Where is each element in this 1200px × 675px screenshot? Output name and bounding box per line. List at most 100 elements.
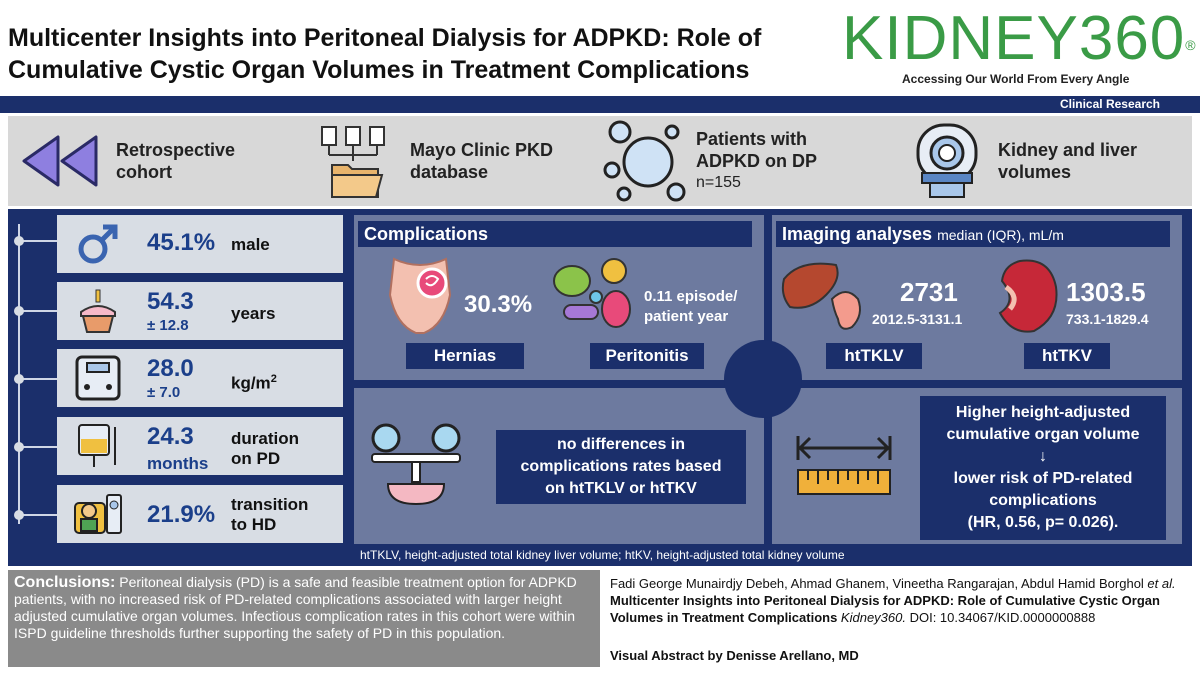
bacteria-icon — [553, 258, 631, 328]
timeline-dot — [14, 442, 24, 452]
citation-authors: Fadi George Munairdjy Debeh, Ahmad Ghane… — [610, 576, 1148, 591]
stat-card-age: 54.3 ± 12.8 years — [57, 282, 343, 340]
connector — [20, 240, 65, 242]
imaging-panel: Imaging analyses median (IQR), mL/m 2731… — [772, 215, 1182, 380]
title-line-2: Cumulative Cystic Organ Volumes in Treat… — [8, 56, 750, 84]
abdomen-hernia-icon — [388, 257, 452, 334]
male-symbol-icon — [78, 224, 118, 264]
scale-icon — [75, 355, 121, 401]
stat-value: 54.3 — [147, 288, 194, 315]
conclusions-box: Conclusions: Peritoneal dialysis (PD) is… — [8, 570, 600, 667]
htkv-label: htTKV — [1024, 343, 1110, 369]
imaging-heading: Imaging analyses — [782, 224, 933, 244]
conclusions-label: Conclusions: — [14, 574, 116, 591]
stat-value: 24.3 — [147, 423, 194, 450]
journal-tagline: Accessing Our World From Every Angle — [902, 72, 1130, 86]
balance-scale-icon — [371, 423, 461, 506]
band-label: database — [410, 162, 489, 182]
stat-label: years — [231, 304, 276, 323]
ruler-icon — [796, 436, 892, 495]
htkv-iqr: 733.1-1829.4 — [1066, 311, 1149, 327]
stat-unit: kg/m — [231, 373, 271, 393]
bubbles-icon — [603, 120, 686, 202]
imaging-units: median (IQR), mL/m — [937, 227, 1064, 243]
citation-etal: et al. — [1147, 576, 1176, 591]
band-item-patients: Patients with ADPKD on DP n=155 — [602, 116, 817, 206]
band-label: Mayo Clinic PKD — [410, 140, 554, 160]
panel-heading: Imaging analyses median (IQR), mL/m — [776, 221, 1170, 247]
band-label: cohort — [116, 162, 172, 182]
timeline-dot — [14, 374, 24, 384]
statement-line: cumulative organ volume — [946, 426, 1140, 443]
timeline-dot — [14, 510, 24, 520]
band-label: ADPKD on DP — [696, 151, 817, 171]
stat-label: transition — [231, 495, 309, 514]
mri-scanner-icon — [916, 123, 978, 198]
connector — [20, 446, 65, 448]
htkv-median: 1303.5 — [1066, 277, 1146, 307]
hernia-rate: 30.3% — [464, 291, 533, 318]
registered-mark: ® — [1185, 37, 1197, 53]
stat-label: duration — [231, 429, 299, 448]
dialysis-bag-icon — [78, 424, 116, 467]
statement-line: on htTKLV or htTKV — [545, 480, 697, 497]
panel-heading: Complications — [358, 221, 752, 247]
no-difference-panel: no differences in complications rates ba… — [354, 388, 764, 544]
connector — [20, 378, 65, 380]
peritonitis-rate-unit: patient year — [644, 308, 729, 325]
risk-panel: Higher height-adjusted cumulative organ … — [772, 388, 1182, 544]
kidney-icon — [998, 259, 1058, 333]
page-title: Multicenter Insights into Peritoneal Dia… — [8, 22, 838, 86]
patient-count: n=155 — [696, 174, 741, 191]
timeline-dot — [14, 236, 24, 246]
statement-line: complications rates based — [520, 458, 722, 475]
hazard-ratio: (HR, 0.56, p= 0.026). — [967, 514, 1119, 531]
timeline-dot — [14, 306, 24, 316]
stat-card-bmi: 28.0 ± 7.0 kg/m2 — [57, 349, 343, 407]
birthday-cake-icon — [80, 289, 116, 333]
stat-label: kg/m2 — [231, 369, 277, 394]
title-line-1: Multicenter Insights into Peritoneal Dia… — [8, 24, 762, 52]
statement-line: lower risk of PD-related — [953, 470, 1133, 487]
stat-unit: months — [147, 454, 209, 473]
stat-unit-exponent: 2 — [270, 373, 277, 385]
journal-logo: KIDNEY360® — [842, 6, 1197, 72]
band-label: volumes — [998, 162, 1072, 182]
stat-sd: ± 7.0 — [147, 384, 181, 401]
category-label: Clinical Research — [1059, 97, 1160, 111]
citation-journal: Kidney360. — [840, 610, 906, 625]
journal-name: KIDNEY360 — [842, 4, 1186, 73]
rewind-icon — [22, 135, 98, 187]
statement-line: Higher height-adjusted — [955, 404, 1131, 421]
hemodialysis-icon — [74, 494, 122, 534]
citation-title: Multicenter Insights into Peritoneal Dia… — [610, 593, 1160, 625]
statement-line: no differences in — [556, 436, 686, 453]
abbreviation-footnote: htTKLV, height-adjusted total kidney liv… — [360, 548, 845, 562]
connector — [20, 514, 65, 516]
hernias-label: Hernias — [406, 343, 524, 369]
conclusions-text: Peritoneal dialysis (PD) is a safe and f… — [14, 574, 577, 641]
htklv-median: 2731 — [900, 277, 958, 307]
folder-documents-icon — [321, 126, 385, 198]
down-arrow-icon: ↓ — [1039, 448, 1047, 465]
band-item-volumes: Kidney and liver volumes — [912, 116, 1137, 206]
stat-value: 28.0 — [147, 355, 194, 382]
stat-value: 21.9% — [147, 501, 216, 528]
stat-card-male: 45.1% male — [57, 215, 343, 273]
risk-statement: Higher height-adjusted cumulative organ … — [920, 396, 1166, 540]
category-bar — [0, 96, 1200, 113]
center-circle — [724, 340, 802, 418]
citation-doi: DOI: 10.34067/KID.0000000888 — [905, 610, 1096, 625]
band-item-database: Mayo Clinic PKD database — [318, 116, 553, 206]
complications-panel: Complications 30.3% 0.11 episode/ patien… — [354, 215, 764, 380]
citation: Fadi George Munairdjy Debeh, Ahmad Ghane… — [610, 575, 1190, 626]
htklv-iqr: 2012.5-3131.1 — [872, 311, 963, 327]
stat-label: male — [231, 235, 270, 254]
band-label: Patients with — [696, 129, 808, 149]
no-difference-statement: no differences in complications rates ba… — [496, 430, 746, 504]
band-label: Retrospective — [116, 140, 236, 160]
peritonitis-rate: 0.11 episode/ — [644, 288, 738, 305]
band-label: Kidney and liver — [998, 140, 1138, 160]
stat-label: to HD — [231, 515, 277, 534]
statement-line: complications — [989, 492, 1097, 509]
